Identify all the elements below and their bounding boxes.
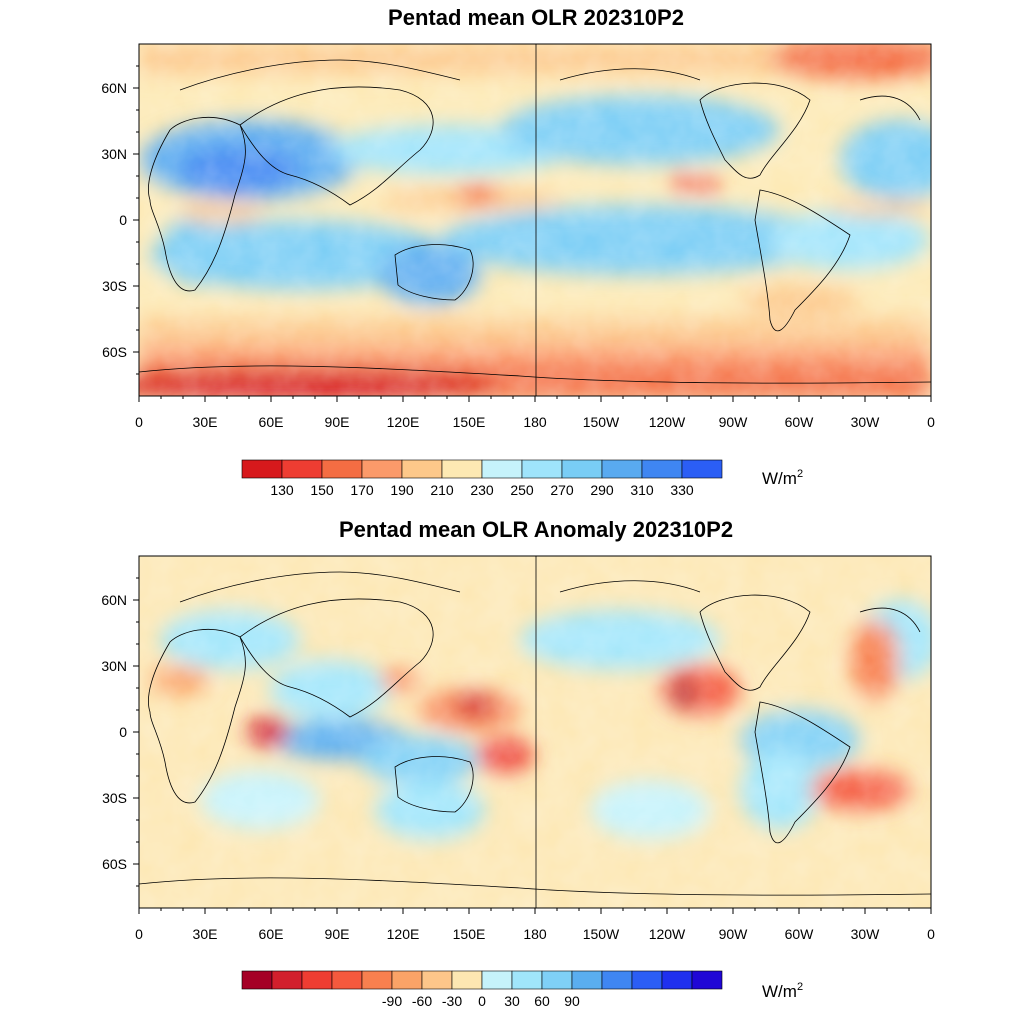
lon-tick-label: 90E: [325, 926, 350, 942]
colorbar-tick-label: 170: [350, 482, 374, 498]
colorbar-tick-label: 90: [564, 993, 580, 1009]
lat-tick-label: 30N: [101, 658, 127, 674]
colorbar-tick-label: 330: [670, 482, 694, 498]
colorbar-unit: W/m2: [762, 468, 803, 488]
colorbar-tick-label: 0: [478, 993, 486, 1009]
colorbar-swatch: [691, 970, 723, 990]
colorbar-swatch: [241, 970, 273, 990]
colorbar-tick-label: 190: [390, 482, 414, 498]
colorbar-swatch: [301, 970, 333, 990]
colorbar-swatch: [661, 970, 693, 990]
colorbar-tick-label: 130: [270, 482, 294, 498]
colorbar-swatch: [631, 970, 663, 990]
colorbar-swatch: [391, 970, 423, 990]
colorbar: 130 150 170 190 210 230 250 270 290 310 330: [241, 459, 723, 498]
lat-tick-label: 60S: [102, 856, 127, 872]
panel-olr-mean: Pentad mean OLR 202310P2: [101, 5, 935, 498]
lon-tick-label: 60W: [785, 414, 815, 430]
colorbar-tick-label: 30: [504, 993, 520, 1009]
lon-tick-label: 60W: [785, 926, 815, 942]
lat-tick-label: 0: [119, 212, 127, 228]
panel-olr-anomaly: Pentad mean OLR Anomaly 202310P2: [101, 517, 935, 1009]
lon-tick-label: 150E: [453, 414, 486, 430]
lon-tick-label: 30E: [193, 926, 218, 942]
colorbar-tick-label: 60: [534, 993, 550, 1009]
lat-tick-label: 30S: [102, 790, 127, 806]
lon-tick-label: 0: [927, 414, 935, 430]
colorbar-swatch: [541, 970, 573, 990]
lon-tick-label: 90E: [325, 414, 350, 430]
colorbar-swatch: [451, 970, 483, 990]
colorbar-swatch: [331, 970, 363, 990]
colorbar-swatch: [361, 970, 393, 990]
colorbar-swatch: [281, 459, 323, 479]
colorbar-swatch: [321, 459, 363, 479]
lon-tick-label: 180: [523, 926, 547, 942]
panel-title: Pentad mean OLR 202310P2: [388, 5, 684, 30]
colorbar-tick-label: 270: [550, 482, 574, 498]
colorbar-swatch: [241, 459, 283, 479]
map-axes: 0 30E 60E 90E 120E 150E 180 150W 120W 90W 60W 30W 0 6…: [101, 65, 935, 430]
colorbar-tick-label: 310: [630, 482, 654, 498]
colorbar-swatch: [521, 459, 563, 479]
lon-tick-label: 60E: [259, 414, 284, 430]
lon-tick-label: 120E: [387, 414, 420, 430]
colorbar-swatch: [511, 970, 543, 990]
colorbar-swatch: [421, 970, 453, 990]
lat-tick-label: 30N: [101, 146, 127, 162]
colorbar-swatch: [361, 459, 403, 479]
colorbar-swatch: [401, 459, 443, 479]
lon-tick-label: 150W: [583, 414, 620, 430]
colorbar-tick-label: 290: [590, 482, 614, 498]
colorbar-swatch: [681, 459, 723, 479]
colorbar-swatch: [441, 459, 483, 479]
colorbar-swatch: [561, 459, 603, 479]
lon-tick-label: 120W: [649, 414, 686, 430]
lon-tick-label: 30E: [193, 414, 218, 430]
colorbar-swatch: [481, 459, 523, 479]
lon-tick-label: 30W: [851, 414, 881, 430]
olr-map-field: [139, 44, 931, 396]
lon-tick-label: 180: [523, 414, 547, 430]
colorbar-unit: W/m2: [762, 981, 803, 1001]
lat-tick-label: 60N: [101, 592, 127, 608]
colorbar-swatch: [641, 459, 683, 479]
coastline-outlines: [139, 571, 931, 896]
lat-tick-label: 60S: [102, 344, 127, 360]
colorbar-swatch: [601, 459, 643, 479]
lon-tick-label: 90W: [719, 926, 749, 942]
lon-tick-label: 0: [135, 414, 143, 430]
lon-tick-label: 150E: [453, 926, 486, 942]
colorbar-tick-label: 210: [430, 482, 454, 498]
lon-tick-label: 0: [135, 926, 143, 942]
lat-tick-label: 0: [119, 724, 127, 740]
colorbar-tick-label: 150: [310, 482, 334, 498]
lon-tick-label: 120W: [649, 926, 686, 942]
colorbar-tick-label: -30: [442, 993, 462, 1009]
lon-tick-label: 30W: [851, 926, 881, 942]
coastline-outlines: [139, 59, 931, 384]
panel-title: Pentad mean OLR Anomaly 202310P2: [339, 517, 733, 542]
lon-tick-label: 0: [927, 926, 935, 942]
map-axes: 0 30E 60E 90E 120E 150E 180 150W 120W 90W 60W 30W 0 6…: [101, 577, 935, 942]
lat-tick-label: 30S: [102, 278, 127, 294]
colorbar-tick-label: 250: [510, 482, 534, 498]
lon-tick-label: 90W: [719, 414, 749, 430]
colorbar-swatch: [601, 970, 633, 990]
colorbar-tick-label: -60: [412, 993, 432, 1009]
colorbar-swatch: [481, 970, 513, 990]
colorbar-swatch: [571, 970, 603, 990]
colorbar-tick-label: 230: [470, 482, 494, 498]
colorbar-tick-label: -90: [382, 993, 402, 1009]
lon-tick-label: 60E: [259, 926, 284, 942]
lon-tick-label: 120E: [387, 926, 420, 942]
lon-tick-label: 150W: [583, 926, 620, 942]
colorbar: -90 -60 -30 0 30 60 90: [241, 970, 723, 1009]
olr-anomaly-map-field: [139, 556, 931, 908]
colorbar-swatch: [271, 970, 303, 990]
lat-tick-label: 60N: [101, 80, 127, 96]
